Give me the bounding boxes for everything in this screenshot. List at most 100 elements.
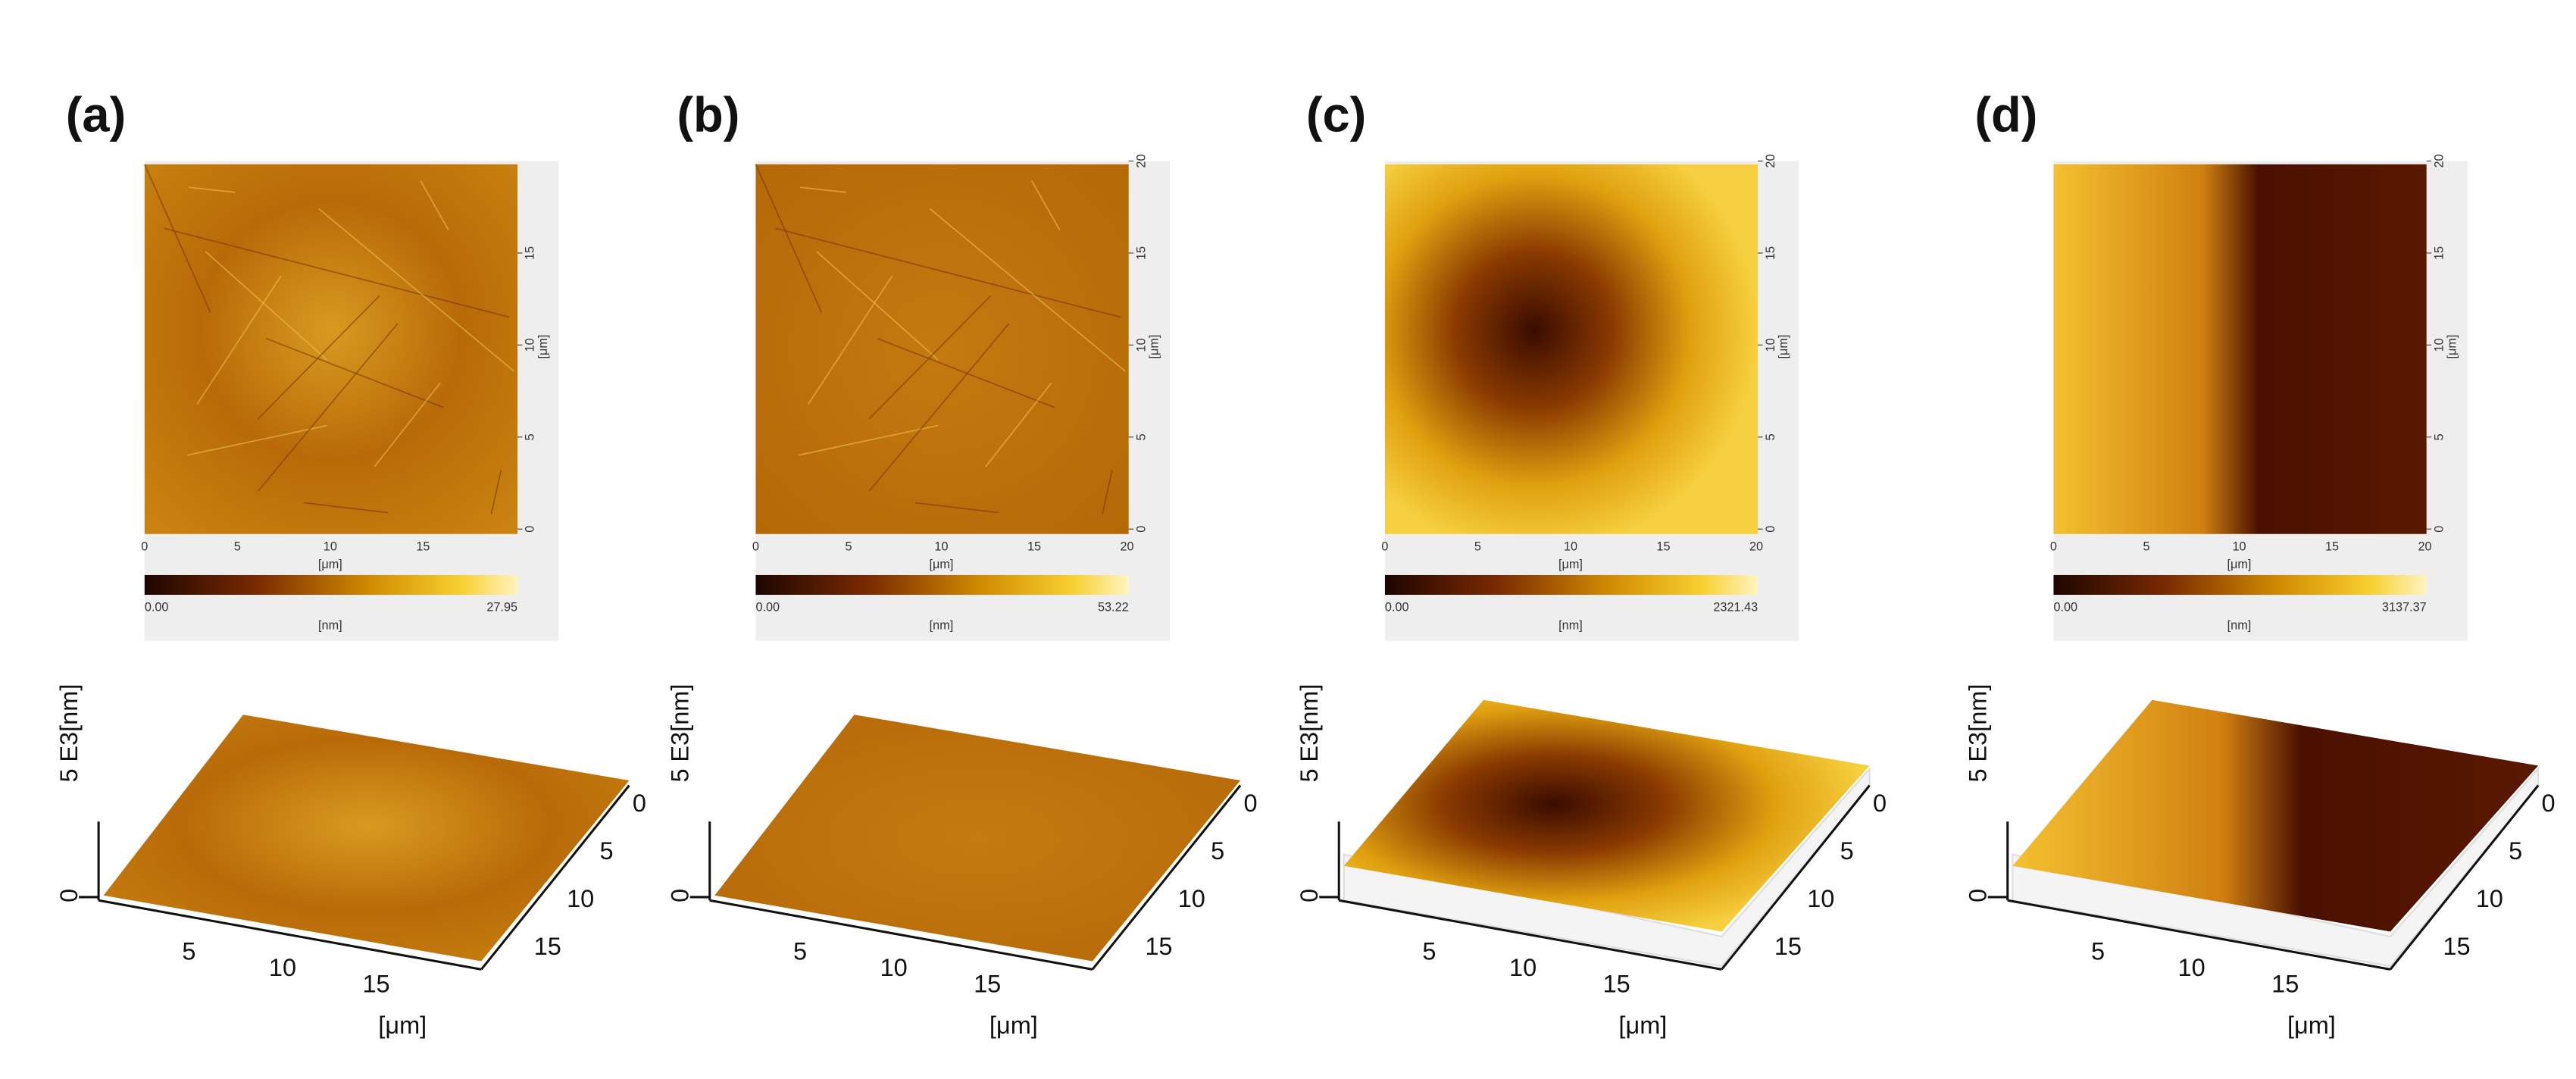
y-tick-label: 0: [1764, 526, 1777, 533]
x-tick-label: 0: [1381, 540, 1388, 553]
x-tick-label: 10: [880, 954, 908, 981]
map-texture: [775, 227, 1121, 318]
x-tick-label: 10: [1564, 540, 1577, 553]
panel-label: (a): [66, 86, 127, 142]
map-texture: [929, 208, 1126, 372]
map-texture: [164, 227, 510, 318]
colorbar-min: 0.00: [2053, 601, 2077, 615]
y-tick-label: 5: [1211, 837, 1224, 865]
map-texture: [868, 295, 992, 420]
axis: [2007, 899, 2391, 971]
x-tick-label: 5: [234, 540, 241, 553]
y-tick-label: 0: [1873, 790, 1887, 817]
z-axis-label: E3[nm]: [666, 684, 693, 762]
x-unit: [μm]: [1618, 1012, 1667, 1039]
map-texture: [868, 323, 1010, 492]
x-tick-label: 15: [1027, 540, 1041, 553]
height-map: [2053, 164, 2427, 534]
panel-label: (c): [1306, 86, 1367, 142]
colorbar-max: 3137.37: [2382, 601, 2427, 615]
y-tick-label: 10: [1134, 338, 1148, 352]
z-axis-label: E3[nm]: [55, 684, 83, 762]
x-unit: [μm]: [989, 1012, 1038, 1039]
z-axis-label: E3[nm]: [1296, 684, 1323, 762]
colorbar-unit: [nm]: [930, 618, 954, 632]
colorbar: [1384, 574, 1758, 595]
y-tick-label: 10: [2432, 338, 2446, 352]
y-tick-label: 20: [1134, 154, 1148, 167]
colorbar-unit: [nm]: [2227, 618, 2252, 632]
height-map: [144, 164, 518, 534]
x-unit: [μm]: [2287, 1012, 2336, 1039]
axis: [1338, 899, 1722, 971]
y-unit: [μm]: [2446, 335, 2459, 359]
x-tick-label: 10: [1509, 954, 1537, 981]
colorbar-max: 27.95: [486, 601, 517, 615]
axis: [709, 899, 1093, 971]
y-tick-label: 5: [1764, 433, 1777, 440]
y-tick-label: 10: [1764, 338, 1777, 352]
x-unit: [μm]: [2227, 558, 2252, 571]
z-tick-label: 0: [55, 889, 83, 902]
x-tick-label: 20: [2418, 540, 2431, 553]
map-texture: [985, 382, 1052, 468]
x-unit: [μm]: [930, 558, 954, 571]
colorbar-max: 2321.43: [1713, 601, 1758, 615]
colorbar-min: 0.00: [145, 601, 169, 615]
panel-label: (d): [1974, 86, 2037, 142]
y-tick-label: 20: [2432, 154, 2446, 167]
y-tick-label: 10: [1178, 885, 1205, 912]
y-tick-label: 10: [1807, 885, 1834, 912]
x-tick-label: 5: [845, 540, 852, 553]
map-texture: [914, 502, 999, 514]
y-tick-label: 5: [2509, 837, 2522, 865]
x-tick-label: 5: [1422, 937, 1436, 965]
map-texture: [257, 295, 380, 420]
y-tick-label: 15: [1145, 933, 1172, 960]
colorbar-min: 0.00: [1385, 601, 1409, 615]
y-tick-label: 15: [1774, 933, 1802, 960]
height-map: [755, 164, 1129, 534]
y-unit: [μm]: [1148, 335, 1161, 359]
map-texture: [1030, 180, 1061, 231]
y-tick-label: 5: [1134, 433, 1148, 440]
colorbar: [144, 574, 518, 595]
surface: [103, 715, 630, 962]
map-texture: [257, 323, 399, 492]
y-tick-label: 5: [1840, 837, 1854, 865]
map-texture: [808, 275, 893, 405]
y-unit: [μm]: [1777, 335, 1790, 359]
map-texture: [877, 337, 1055, 408]
y-tick-label: 5: [599, 837, 613, 865]
map-texture: [1102, 469, 1113, 514]
x-tick-label: 10: [269, 954, 296, 981]
x-unit: [μm]: [378, 1012, 427, 1039]
map-texture: [816, 251, 939, 361]
x-tick-label: 10: [2232, 540, 2246, 553]
surface: [714, 715, 1241, 962]
y-tick-label: 15: [2443, 933, 2470, 960]
map-texture: [374, 382, 441, 468]
colorbar: [755, 574, 1129, 595]
colorbar-min: 0.00: [755, 601, 780, 615]
map-texture: [318, 208, 515, 372]
x-tick-label: 0: [2050, 540, 2057, 553]
panel-label: (b): [677, 86, 739, 142]
colorbar-unit: [nm]: [1558, 618, 1583, 632]
axis: [1091, 784, 1242, 971]
y-tick-label: 5: [524, 433, 537, 440]
colorbar: [2053, 574, 2427, 595]
map-texture: [189, 186, 236, 193]
map-texture: [304, 502, 388, 514]
x-tick-label: 5: [2091, 937, 2105, 965]
x-tick-label: 15: [1603, 971, 1630, 998]
x-tick-label: 5: [1474, 540, 1481, 553]
z-tick-label: 5: [55, 768, 83, 782]
map-texture: [187, 424, 327, 456]
colorbar-max: 53.22: [1098, 601, 1129, 615]
surface: [1343, 699, 1870, 932]
z-tick-label: 5: [1296, 768, 1323, 782]
y-tick-label: 15: [1134, 246, 1148, 260]
